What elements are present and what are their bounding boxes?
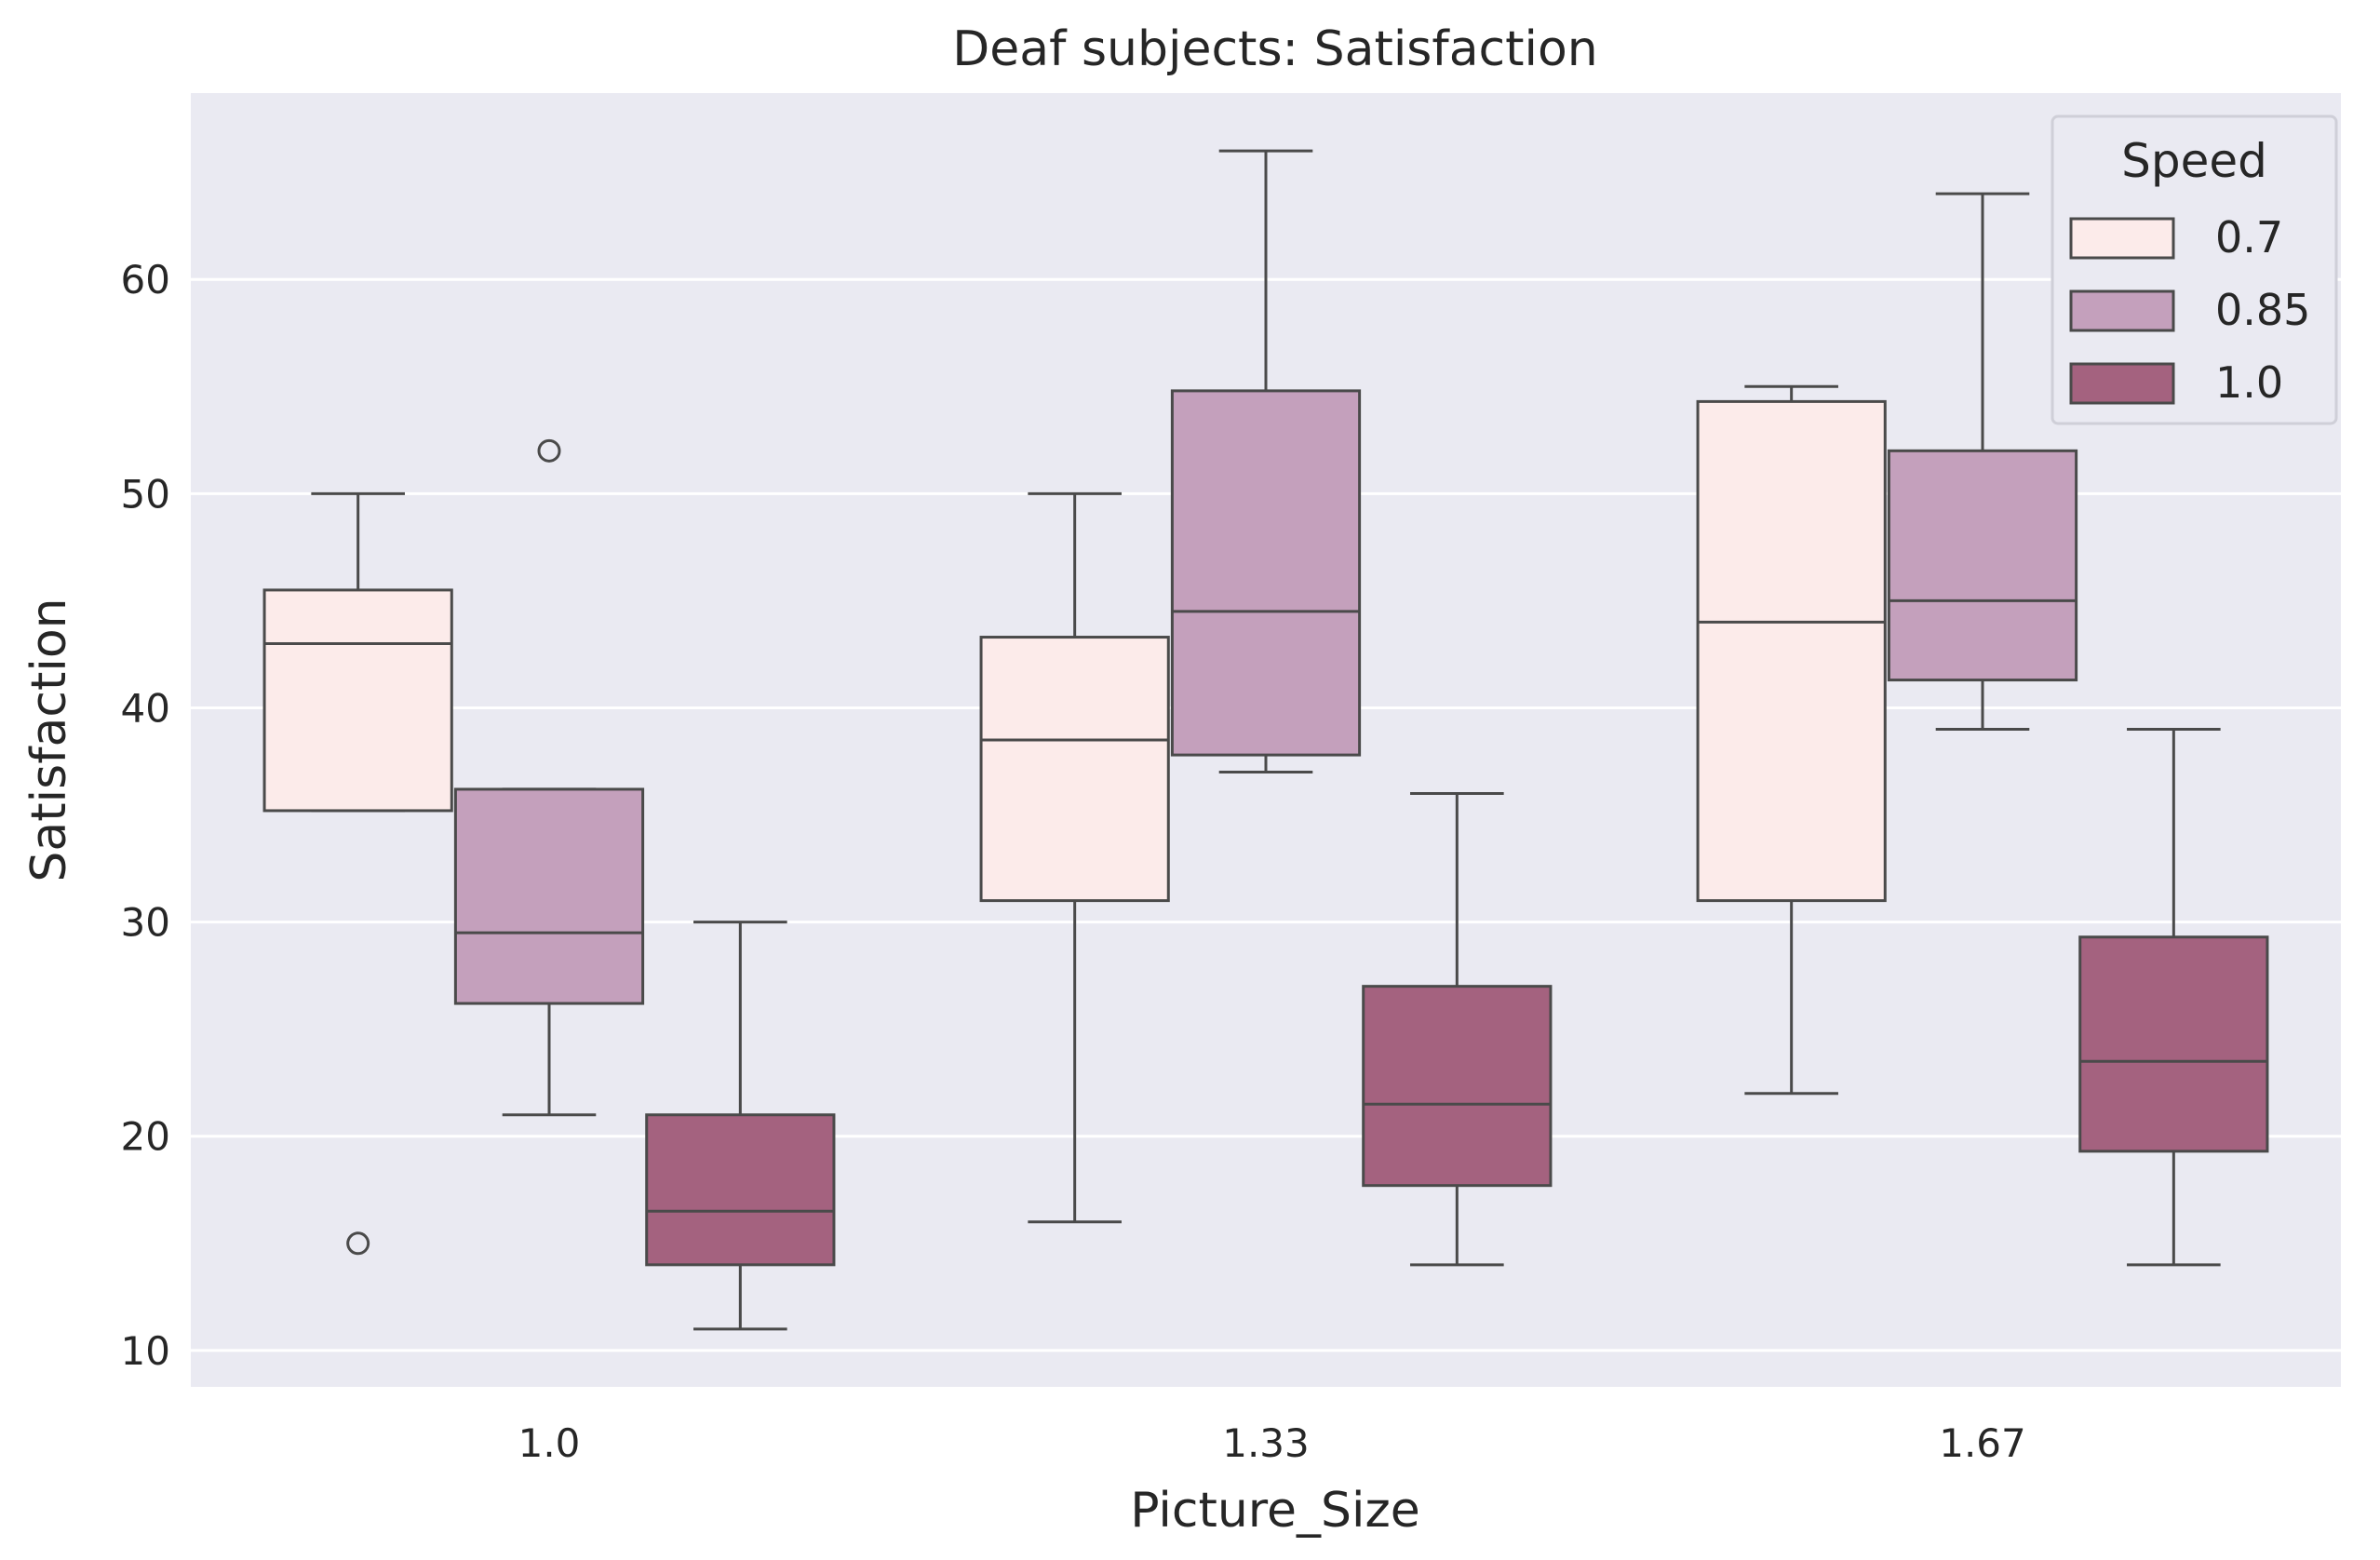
x-axis-ticks: 1.0 1.33 1.67 bbox=[518, 1420, 2026, 1466]
box-0-85-at-1-67 bbox=[1887, 192, 2078, 731]
y-tick-label-30: 30 bbox=[121, 900, 170, 946]
y-tick-label-60: 60 bbox=[121, 257, 170, 303]
legend-swatch-0-85 bbox=[2069, 289, 2175, 332]
y-tick-label-20: 20 bbox=[121, 1114, 170, 1160]
y-axis-ticks: 10 20 30 40 50 60 bbox=[121, 257, 170, 1374]
box-body bbox=[262, 588, 453, 813]
x-tick-label-1-33: 1.33 bbox=[1222, 1420, 1310, 1466]
outlier-point bbox=[537, 438, 561, 463]
box-1-0-at-1-33 bbox=[1362, 792, 1553, 1267]
box-body bbox=[1887, 449, 2078, 682]
box-0-85-at-1-0 bbox=[453, 438, 645, 1117]
legend: Speed 0.7 0.85 1.0 bbox=[2051, 114, 2338, 425]
legend-label-0-7: 0.7 bbox=[2215, 212, 2283, 262]
chart-title: Deaf subjects: Satisfaction bbox=[952, 21, 1598, 77]
legend-swatch-1-0 bbox=[2069, 362, 2175, 405]
legend-frame bbox=[2051, 114, 2338, 425]
box-body bbox=[979, 636, 1170, 903]
box-0-7-at-1-67 bbox=[1696, 384, 1887, 1096]
box-0-7-at-1-33 bbox=[979, 491, 1170, 1224]
box-body bbox=[645, 1113, 836, 1267]
box-body bbox=[2078, 935, 2269, 1153]
y-tick-label-10: 10 bbox=[121, 1328, 170, 1374]
box-body bbox=[1362, 985, 1553, 1188]
x-tick-label-1-67: 1.67 bbox=[1939, 1420, 2026, 1466]
x-tick-label-1-0: 1.0 bbox=[518, 1420, 581, 1466]
legend-label-1-0: 1.0 bbox=[2215, 357, 2283, 408]
legend-label-0-85: 0.85 bbox=[2215, 285, 2310, 335]
box-0-7-at-1-0 bbox=[262, 491, 453, 1256]
box-body bbox=[1696, 399, 1887, 903]
outlier-point bbox=[346, 1231, 370, 1256]
box-body bbox=[453, 787, 645, 1005]
box-body bbox=[1170, 389, 1362, 757]
legend-title: Speed bbox=[2121, 134, 2267, 188]
box-0-85-at-1-33 bbox=[1170, 149, 1362, 774]
box-series bbox=[262, 149, 2269, 1331]
y-tick-label-40: 40 bbox=[121, 685, 170, 731]
x-axis-label: Picture_Size bbox=[1130, 1483, 1420, 1539]
y-axis-label: Satisfaction bbox=[21, 598, 77, 881]
y-tick-label-50: 50 bbox=[121, 471, 170, 517]
legend-swatch-0-7 bbox=[2069, 217, 2175, 260]
box-1-0-at-1-0 bbox=[645, 921, 836, 1331]
box-1-0-at-1-67 bbox=[2078, 727, 2269, 1267]
